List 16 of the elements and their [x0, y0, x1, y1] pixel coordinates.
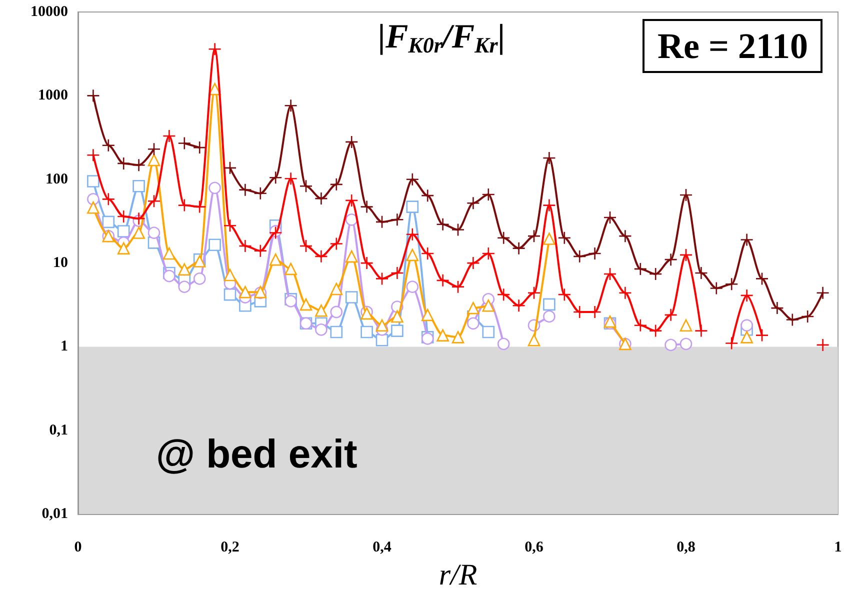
- y-tick-label: 0,01: [42, 506, 68, 522]
- x-tick-label: 0,2: [220, 540, 240, 556]
- y-tick-label: 10000: [30, 4, 68, 20]
- x-axis-title: r/R: [438, 558, 478, 592]
- y-tick-label: 100: [46, 171, 68, 188]
- y-tick-label: 10: [53, 255, 68, 272]
- y-tick-label: 1000: [38, 88, 68, 104]
- y-tick-label: 1: [60, 338, 68, 355]
- band-label: @ bed exit: [156, 432, 358, 477]
- x-tick-label: 1: [834, 540, 842, 556]
- x-tick-label: 0,6: [524, 540, 544, 556]
- x-tick-label: 0,8: [676, 540, 696, 556]
- annotation: Re = 2110: [657, 26, 808, 66]
- x-tick-label: 0: [74, 540, 82, 556]
- y-tick-label: 0,1: [49, 422, 68, 438]
- x-tick-label: 0,4: [372, 540, 392, 556]
